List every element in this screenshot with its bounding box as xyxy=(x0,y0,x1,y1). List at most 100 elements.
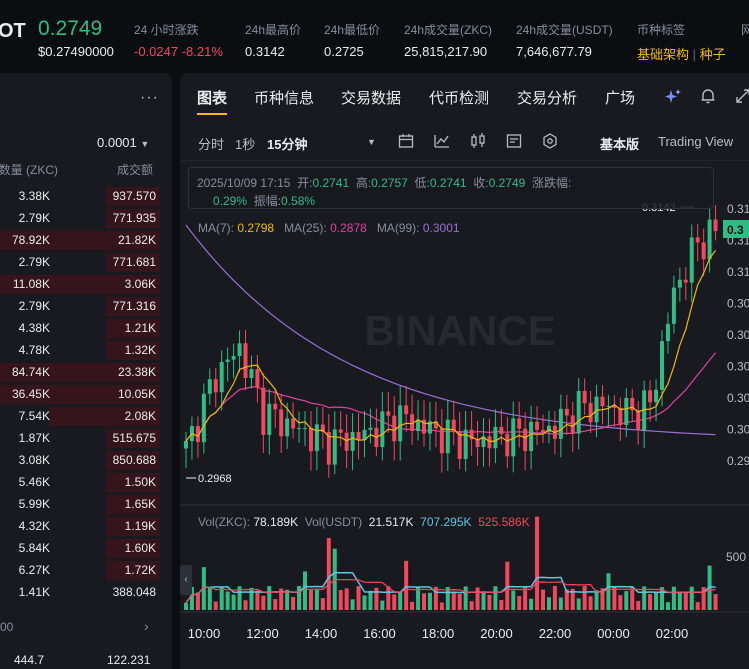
candle-body xyxy=(344,432,349,451)
volume-bar xyxy=(677,593,682,610)
volume-bar xyxy=(564,589,569,610)
interval-dropdown-icon[interactable]: ▼ xyxy=(367,137,376,147)
interval-15m[interactable]: 15分钟 xyxy=(267,137,308,152)
vol-ma2-value: 525.586K xyxy=(478,515,530,529)
order-book-row[interactable]: 6.27K 1.72K xyxy=(0,559,160,581)
order-book-row[interactable]: 5.46K 1.50K xyxy=(0,471,160,493)
volume-bar xyxy=(475,587,480,610)
precision-select[interactable]: 0.0001 ▼ xyxy=(97,135,149,150)
tab-trading-data[interactable]: 交易数据 xyxy=(341,90,402,107)
tab-square[interactable]: 广场 xyxy=(605,90,636,107)
chevron-down-icon: ▼ xyxy=(140,139,150,149)
settings-hex-icon[interactable] xyxy=(541,132,559,150)
expand-icon[interactable] xyxy=(734,87,749,105)
price-tick: 0.31 xyxy=(727,265,749,279)
candle-body xyxy=(713,219,718,232)
candlestick-chart[interactable]: BINANCE 10:00 12:00 14:00 16:00 18:00 20:00 22… xyxy=(180,160,749,669)
volume-bar xyxy=(546,597,551,610)
interval-1s[interactable]: 1秒 xyxy=(235,137,256,152)
bell-icon[interactable] xyxy=(699,87,717,105)
binance-watermark: BINANCE xyxy=(364,307,555,354)
chevron-right-icon[interactable]: › xyxy=(144,618,149,634)
volume-bar xyxy=(654,592,659,610)
vol-zkc-value: 78.189K xyxy=(253,515,299,529)
tab-coin-info[interactable]: 币种信息 xyxy=(254,90,315,107)
row-amount: 11.08K xyxy=(12,277,50,291)
last-price: 0.2749 xyxy=(38,17,103,40)
candle-body xyxy=(267,403,272,435)
order-book-row[interactable]: 84.74K 23.38K xyxy=(0,361,160,383)
time-axis: 10:00 12:00 14:00 16:00 18:00 20:00 22:00 00:00… xyxy=(188,626,689,641)
volume-bar xyxy=(350,599,355,610)
depth-bar xyxy=(106,341,160,360)
order-book-row[interactable]: 5.84K 1.60K xyxy=(0,537,160,559)
row-amount: 4.38K xyxy=(18,321,50,335)
vol-ma-long xyxy=(185,578,716,604)
order-book-row[interactable]: 1.87K 515.675 xyxy=(0,427,160,449)
volume-bar xyxy=(285,589,290,610)
tab-token-check[interactable]: 代币检测 xyxy=(429,90,490,107)
order-book-row[interactable]: 11.08K 3.06K xyxy=(0,273,160,295)
candle-body xyxy=(356,431,361,441)
depth-bar xyxy=(106,517,160,536)
order-book-row[interactable]: 4.78K 1.32K xyxy=(0,339,160,361)
calendar-icon[interactable] xyxy=(397,132,415,150)
volume-bar xyxy=(320,598,325,610)
more-dots-icon[interactable]: ··· xyxy=(140,89,159,106)
candle-body xyxy=(439,428,444,454)
indicator-icon[interactable] xyxy=(433,132,451,150)
volume-bar xyxy=(457,593,462,610)
depth-bar xyxy=(106,539,160,558)
order-book-row[interactable]: 1.41K 388.048 xyxy=(0,581,160,603)
order-book-row[interactable]: 5.99K 1.65K xyxy=(0,493,160,515)
time-tick: 02:00 xyxy=(656,626,689,641)
vol-ma-short xyxy=(185,571,716,604)
order-book-row[interactable]: 78.92K 21.82K xyxy=(0,229,160,251)
chart-scroll-left-handle[interactable]: ‹ xyxy=(180,565,192,595)
tag-seed[interactable]: 种子 xyxy=(699,47,726,62)
price-tick: 0.30 xyxy=(727,360,749,374)
order-book-row[interactable]: 7.54K 2.08K xyxy=(0,405,160,427)
volume-bar xyxy=(392,594,397,610)
order-book-row[interactable]: 4.38K 1.21K xyxy=(0,317,160,339)
ma7-path xyxy=(185,249,717,443)
candle-body xyxy=(511,418,516,457)
amp-value: 0.58% xyxy=(281,194,316,208)
order-book-row[interactable]: 2.79K 771.935 xyxy=(0,207,160,229)
layout-icon[interactable] xyxy=(505,132,523,150)
ai-sparkle-icon[interactable] xyxy=(664,88,682,106)
order-book-row[interactable]: 3.38K 937.570 xyxy=(0,185,160,207)
volume-bar xyxy=(511,590,516,610)
change-label: 涨跌幅: xyxy=(531,176,572,190)
order-book-row[interactable]: 3.08K 850.688 xyxy=(0,449,160,471)
tab-chart[interactable]: 图表 xyxy=(197,90,228,107)
change-24h-value: -0.0247 -8.21% xyxy=(134,44,223,59)
volume-bar xyxy=(588,596,593,610)
trading-view-toggle[interactable]: Trading View xyxy=(658,134,734,149)
order-book-row[interactable]: 4.32K 1.19K xyxy=(0,515,160,537)
candle-body xyxy=(303,427,307,429)
volume-bar xyxy=(618,595,623,610)
row-amount: 4.32K xyxy=(18,519,50,533)
candles xyxy=(184,204,718,478)
interval-timeline[interactable]: 分时 xyxy=(198,137,225,152)
ohlc-line2: 0.29% 振幅:0.58% xyxy=(213,192,315,209)
candle-type-icon[interactable] xyxy=(469,132,487,150)
row-amount: 5.46K xyxy=(18,475,50,489)
row-total: 3.06K xyxy=(124,277,156,291)
basic-view-toggle[interactable]: 基本版 xyxy=(600,137,640,152)
candle-body xyxy=(422,419,426,434)
tag-infrastructure[interactable]: 基础架构 xyxy=(637,47,690,62)
order-book-row[interactable]: 2.79K 771.681 xyxy=(0,251,160,273)
volume-bar xyxy=(636,600,641,610)
time-tick: 16:00 xyxy=(363,626,396,641)
amp-label: 振幅: xyxy=(253,194,282,208)
tab-trade-analysis[interactable]: 交易分析 xyxy=(517,90,578,107)
volume-bar xyxy=(398,591,403,610)
order-book-row[interactable]: 36.45K 10.05K xyxy=(0,383,160,405)
symbol-name[interactable]: OT xyxy=(0,20,26,42)
candle-body xyxy=(701,242,706,260)
volume-bar xyxy=(279,588,284,610)
order-book-row[interactable]: 2.79K 771.316 xyxy=(0,295,160,317)
precision-value: 0.0001 xyxy=(97,135,137,150)
